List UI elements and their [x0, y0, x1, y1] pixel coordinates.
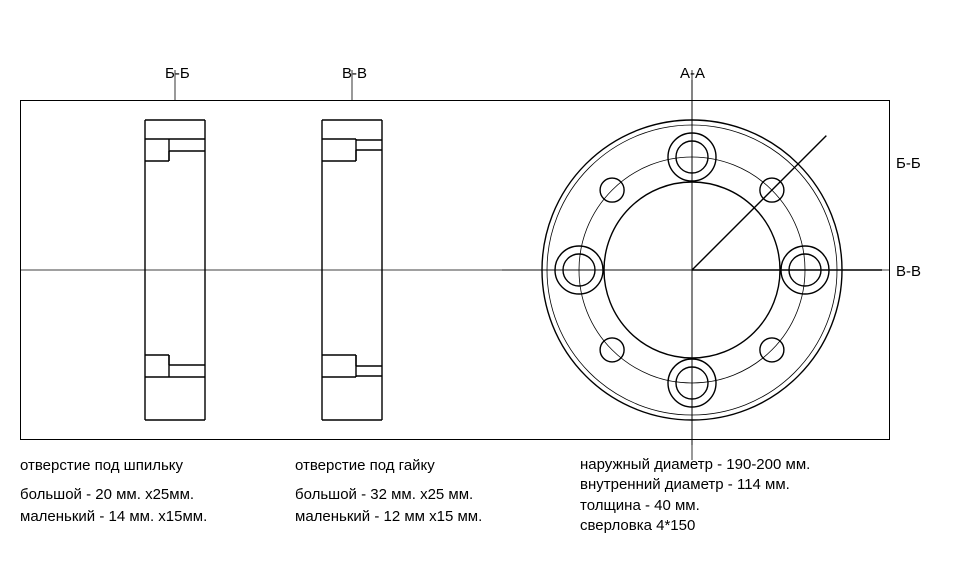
notes-dim-outer: наружный диаметр - 190-200 мм.	[580, 455, 900, 475]
notes-stud-hole: отверстие под шпильку большой - 20 мм. x…	[20, 455, 270, 529]
notes-dimensions: наружный диаметр - 190-200 мм. внутренни…	[580, 455, 900, 536]
notes-nut-title: отверстие под гайку	[295, 455, 555, 478]
notes-nut-line2: маленький - 12 мм x15 мм.	[295, 506, 555, 529]
notes-stud-line2: маленький - 14 мм. x15мм.	[20, 506, 270, 529]
notes-stud-line1: большой - 20 мм. x25мм.	[20, 484, 270, 507]
notes-dim-drill: сверловка 4*150	[580, 516, 900, 536]
notes-dim-thickness: толщина - 40 мм.	[580, 496, 900, 516]
notes-nut-hole: отверстие под гайку большой - 32 мм. x25…	[295, 455, 555, 529]
notes-dim-inner: внутренний диаметр - 114 мм.	[580, 475, 900, 495]
notes-stud-title: отверстие под шпильку	[20, 455, 270, 478]
notes-nut-line1: большой - 32 мм. x25 мм.	[295, 484, 555, 507]
